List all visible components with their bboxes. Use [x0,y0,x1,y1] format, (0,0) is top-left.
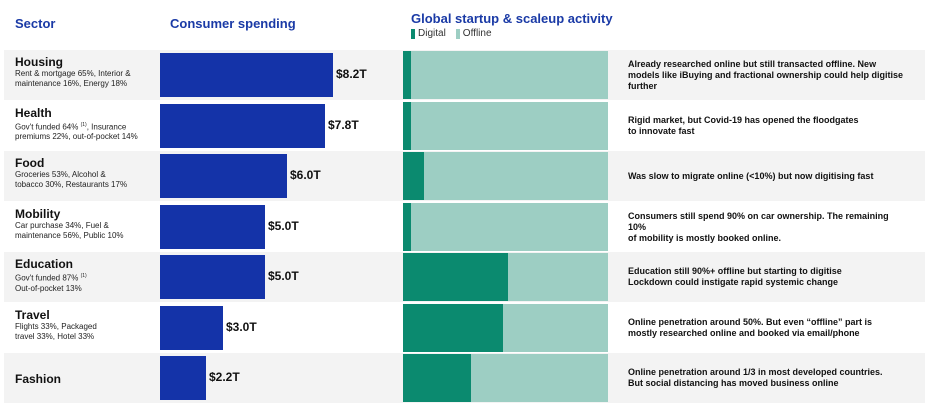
spending-bar [160,356,206,400]
sector-row: Food Groceries 53%, Alcohol & tobacco 30%,… [0,151,925,201]
sector-header: Sector [15,16,56,31]
sector-breakdown: Groceries 53%, Alcohol & tobacco 30%, Res… [15,170,145,190]
spending-value-label: $2.2T [209,370,240,384]
activity-bar-offline [403,51,608,99]
comment-line: further [628,81,657,91]
activity-bar-digital [403,202,411,251]
comment-line: of mobility is mostly booked online. [628,232,782,243]
activity-legend: Digital Offline [411,28,492,39]
spending-bar [160,154,287,198]
comment-line: Online penetration around 50%. But even … [628,316,873,327]
spending-bar [160,305,223,350]
sector-comment: Online penetration around 50%. But even … [628,317,908,339]
sector-comment: Rigid market, but Covid-19 has opened th… [628,115,908,137]
sector-breakdown: Car purchase 34%, Fuel & maintenance 56%,… [15,221,145,241]
legend-digital-swatch [411,28,415,39]
comment-line: to innovate fast [628,125,695,136]
sector-row: Travel Flights 33%, Packaged travel 33%, H… [0,303,925,353]
activity-bar-digital [403,354,471,402]
comment-line: Already researched online but still tran… [628,59,877,69]
breakdown-line: Flights 33%, Packaged [15,321,97,331]
comment-line: 10% [628,221,647,232]
spending-bar [160,53,333,97]
breakdown-line: Groceries 53%, Alcohol & [15,170,106,179]
sector-breakdown: Rent & mortgage 65%, Interior & maintenan… [15,69,145,89]
activity-bar-digital [403,253,508,301]
spending-bar [160,103,325,148]
legend-digital-label: Digital [418,28,446,39]
spending-value-label: $7.8T [328,117,359,132]
spending-value-label: $5.0T [268,218,299,233]
comment-line: models like iBuying and fractional owner… [628,70,904,80]
activity-bar-digital [403,51,411,99]
sector-row: Housing Rent & mortgage 65%, Interior & ma… [0,50,925,100]
comment-line: mostly researched online and booked via … [628,327,860,338]
comment-line: Consumers still spend 90% on car ownersh… [628,210,889,221]
sector-row: Education Gov't funded 87% (1) Out-of-pock… [0,252,925,302]
sector-name: Travel [15,307,50,322]
sector-row: Mobility Car purchase 34%, Fuel & maintena… [0,202,925,252]
breakdown-line: tobacco 30%, Restaurants 17% [15,180,128,189]
activity-bar-offline [403,354,608,402]
sector-comment: Consumers still spend 90% on car ownersh… [628,211,908,244]
comment-line: Lockdown could instigate rapid systemic … [628,277,839,287]
breakdown-line: Gov't funded 64% (1), Insurance [15,121,127,132]
legend-offline: Offline [455,28,492,39]
sector-breakdown: Flights 33%, Packaged travel 33%, Hotel 3… [15,322,145,342]
sector-comment: Already researched online but still tran… [628,59,908,92]
comment-line: Was slow to migrate online (<10%) but no… [628,171,874,181]
comment-line: But social distancing has moved business… [628,378,839,388]
comment-line: Rigid market, but Covid-19 has opened th… [628,114,859,125]
comment-line: Education still 90%+ offline but startin… [628,266,842,276]
activity-bar-digital [403,303,503,352]
sector-name: Fashion [15,372,62,386]
breakdown-line: premiums 22%, out-of-pocket 14% [15,132,138,142]
legend-digital: Digital [411,28,446,39]
breakdown-line: Rent & mortgage 65%, Interior & [15,69,131,78]
breakdown-line: travel 33%, Hotel 33% [15,331,95,341]
breakdown-line: Gov't funded 87% (1) [15,273,87,283]
breakdown-line: Car purchase 34%, Fuel & [15,220,109,230]
sector-name: Health [15,105,52,120]
legend-offline-swatch [455,28,460,39]
sector-comment: Education still 90%+ offline but startin… [628,266,908,288]
comment-line: Online penetration around 1/3 in most de… [628,367,883,377]
sector-breakdown: Gov't funded 64% (1), Insurance premiums … [15,120,145,143]
activity-bar-offline [403,253,608,301]
sector-name: Food [15,156,45,170]
activity-header: Global startup & scaleup activity [411,11,613,26]
sector-name: Housing [15,55,63,69]
sector-name: Mobility [15,206,61,221]
spending-value-label: $5.0T [268,269,299,283]
spending-value-label: $8.2T [336,67,367,81]
sector-row: Fashion $2.2T Online penetration around 1/… [0,353,925,403]
activity-bar-offline [403,303,608,352]
spending-value-label: $3.0T [226,319,257,334]
footnote-marker: (1) [80,121,87,128]
activity-bar-digital [403,152,424,200]
sector-row: Health Gov't funded 64% (1), Insurance pre… [0,101,925,151]
activity-bar-digital [403,101,411,150]
breakdown-line: Out-of-pocket 13% [15,283,82,293]
footnote-marker: (1) [80,273,87,279]
legend-offline-label: Offline [462,28,492,39]
activity-bar-offline [403,101,608,150]
consumer-spending-header: Consumer spending [170,16,296,31]
spending-bar [160,255,265,299]
sector-comment: Was slow to migrate online (<10%) but no… [628,171,908,182]
sector-breakdown: Gov't funded 87% (1) Out-of-pocket 13% [15,271,145,294]
breakdown-line: maintenance 56%, Public 10% [15,230,124,240]
activity-bar-offline [403,152,608,200]
spending-bar [160,204,265,249]
spending-value-label: $6.0T [290,168,321,182]
breakdown-line: maintenance 16%, Energy 18% [15,79,128,88]
sector-name: Education [15,257,74,271]
sector-comment: Online penetration around 1/3 in most de… [628,367,908,389]
activity-bar-offline [403,202,608,251]
